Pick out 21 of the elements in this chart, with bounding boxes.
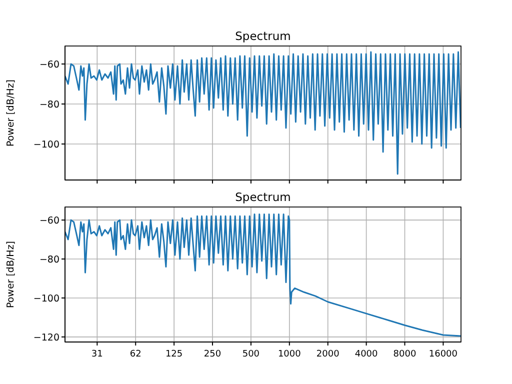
x-tick-label: 62 bbox=[130, 350, 142, 360]
chart-title: Spectrum bbox=[234, 190, 292, 204]
y-tick-label: −120 bbox=[33, 332, 60, 344]
x-tick-label: 250 bbox=[204, 350, 222, 360]
x-tick-label: 16000 bbox=[428, 350, 458, 360]
y-tick-label: −60 bbox=[39, 215, 60, 226]
y-tick-label: −60 bbox=[39, 59, 60, 70]
y-tick-label: −80 bbox=[39, 254, 60, 266]
x-tick-label: 500 bbox=[242, 350, 260, 360]
chart-title: Spectrum bbox=[234, 29, 292, 43]
x-tick-label: 31 bbox=[91, 350, 103, 360]
x-tick-label: 125 bbox=[165, 350, 183, 360]
x-tick-label: 2000 bbox=[316, 350, 340, 360]
y-tick-label: −100 bbox=[33, 293, 60, 304]
x-tick-label: 8000 bbox=[393, 350, 416, 360]
y-axis-title: Power [dB/Hz] bbox=[5, 79, 16, 147]
y-axis-title: Power [dB/Hz] bbox=[5, 240, 16, 308]
y-tick-label: −80 bbox=[39, 99, 60, 110]
x-tick-label: 4000 bbox=[354, 350, 378, 360]
y-tick-label: −100 bbox=[33, 139, 60, 150]
x-tick-label: 1000 bbox=[278, 350, 302, 360]
